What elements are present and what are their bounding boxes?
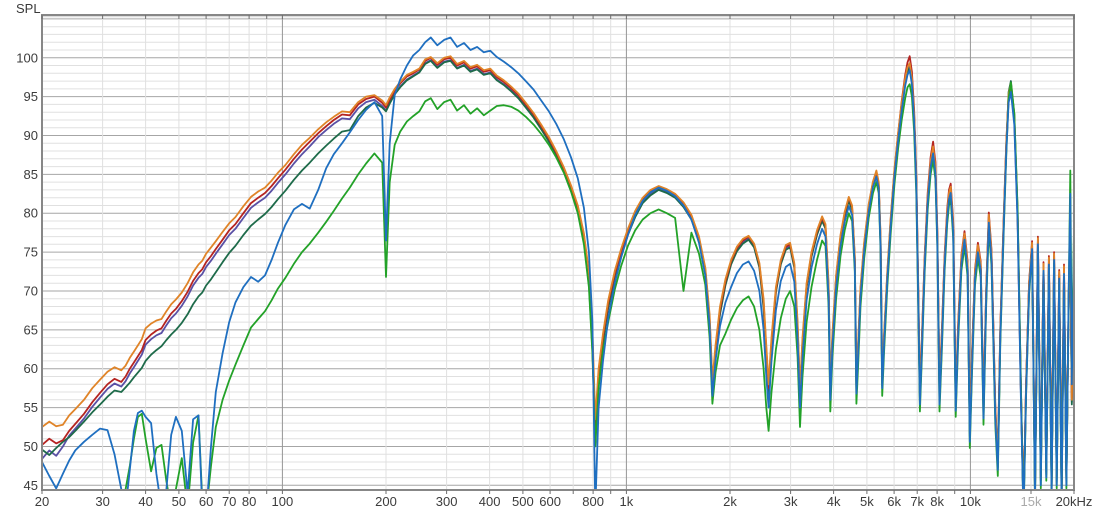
- x-tick-label: 80: [242, 494, 256, 509]
- x-tick-label: 15k: [1021, 494, 1042, 509]
- trace-orange: [42, 55, 1074, 490]
- x-tick-label: 70: [222, 494, 236, 509]
- y-tick-label: 100: [16, 50, 38, 65]
- x-tick-label: 3k: [784, 494, 798, 509]
- x-tick-label: 2k: [723, 494, 737, 509]
- axis-ticks: [41, 15, 1075, 494]
- plot-border: [41, 14, 1075, 491]
- x-tick-label: 10k: [960, 494, 981, 509]
- y-tick-label: 85: [24, 167, 38, 182]
- y-tick-label: 50: [24, 439, 38, 454]
- measurement-traces: [42, 36, 1074, 490]
- x-tick-label: 7k: [910, 494, 924, 509]
- plot-frame: [41, 14, 1075, 491]
- x-tick-label: 40: [138, 494, 152, 509]
- y-tick-label: 95: [24, 89, 38, 104]
- x-tick-label: 5k: [860, 494, 874, 509]
- x-tick-label: 4k: [827, 494, 841, 509]
- x-tick-label: 100: [272, 494, 294, 509]
- x-tick-label: 600: [539, 494, 561, 509]
- y-tick-label: 55: [24, 400, 38, 415]
- y-tick-label: 90: [24, 128, 38, 143]
- x-tick-label: 400: [479, 494, 501, 509]
- y-tick-label: 60: [24, 361, 38, 376]
- x-tick-label: 30: [95, 494, 109, 509]
- y-tick-label: 45: [24, 478, 38, 493]
- y-tick-label: 70: [24, 284, 38, 299]
- y-tick-label: 65: [24, 322, 38, 337]
- x-tick-label: 20: [35, 494, 49, 509]
- x-tick-label: 1k: [620, 494, 634, 509]
- y-axis-title: SPL: [16, 1, 41, 16]
- x-tick-label: 500: [512, 494, 534, 509]
- y-tick-label: 80: [24, 206, 38, 221]
- y-tick-label: 75: [24, 245, 38, 260]
- gridlines: [42, 15, 1074, 490]
- x-tick-label: 20kHz: [1056, 494, 1093, 509]
- x-tick-label: 50: [172, 494, 186, 509]
- x-tick-label: 8k: [930, 494, 944, 509]
- x-tick-label: 60: [199, 494, 213, 509]
- axis-labels: 45 50 55 60 65 70 75 80 85 90 95 100 20 30 40 50 60 70 80 1…: [16, 50, 1092, 509]
- x-tick-label: 800: [582, 494, 604, 509]
- x-tick-label: 300: [436, 494, 458, 509]
- x-tick-label: 6k: [887, 494, 901, 509]
- x-tick-label: 200: [375, 494, 397, 509]
- trace-blue: [42, 36, 1074, 490]
